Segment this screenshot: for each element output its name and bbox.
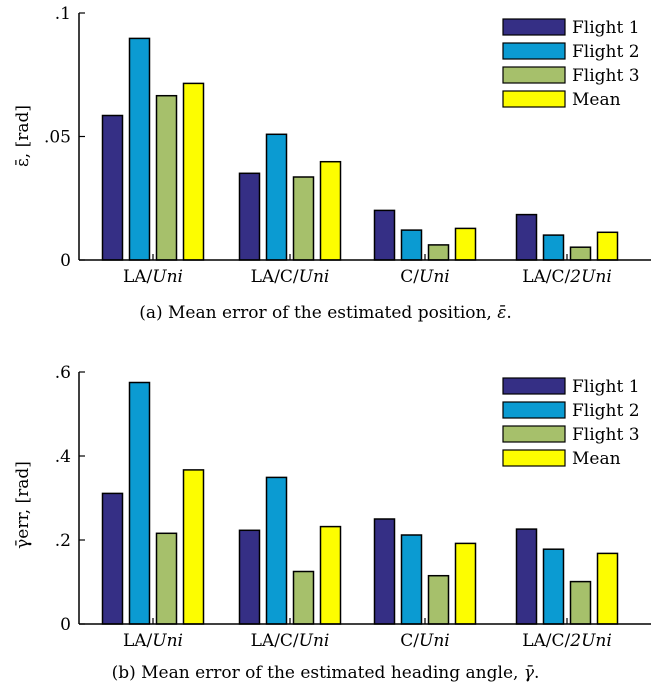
x-tick-label: C/Uni [400, 267, 449, 287]
legend-swatch [502, 90, 566, 108]
bar-flight-2-3 [542, 548, 565, 625]
x-tick-label: LA/C/2Uni [522, 267, 612, 287]
bar-flight-1-0 [101, 114, 124, 261]
x-tick-label: LA/C/Uni [251, 631, 330, 651]
position-error-bar-chart: 0 .05 .1 LA/Uni LA/C/Uni C/Uni LA/C/2Uni ε̄, [r… [13, 4, 651, 287]
caption-heading-error: (b) Mean error of the estimated heading … [111, 663, 540, 683]
bar-flight-2-2 [400, 229, 423, 261]
legend-label: Mean [572, 449, 621, 469]
bar-mean-1 [319, 525, 342, 625]
bar-flight-2-0 [128, 37, 151, 261]
y-tick-label: 0 [60, 615, 71, 635]
y-tick-label: .05 [44, 128, 71, 148]
heading-error-bar-chart: 0 .2 .4 .6 LA/Uni LA/C/Uni C/Uni LA/C/2Uni γ̄err… [13, 363, 651, 651]
legend-label: Flight 1 [572, 377, 640, 397]
legend-swatch [502, 377, 566, 395]
y-axis-label: γ̄err, [rad] [13, 461, 33, 549]
bar-mean-3 [596, 231, 619, 261]
x-tick-label: C/Uni [400, 631, 449, 651]
caption-text: (b) Mean error of the estimated heading … [111, 663, 524, 683]
bar-flight-3-2 [427, 574, 450, 625]
x-tick-label: LA/Uni [123, 267, 183, 287]
legend-swatch [502, 18, 566, 36]
bar-flight-3-1 [292, 176, 315, 261]
bar-flight-1-1 [238, 529, 261, 625]
y-tick-label: .1 [55, 4, 71, 24]
bar-mean-0 [182, 469, 205, 625]
bar-flight-1-1 [238, 172, 261, 261]
y-tick-label: .2 [55, 531, 71, 551]
y-axis-label: ε̄, [rad] [13, 105, 33, 167]
bar-flight-1-3 [515, 528, 538, 625]
bar-flight-3-0 [155, 94, 178, 261]
bar-mean-1 [319, 160, 342, 261]
x-tick-label: LA/C/Uni [251, 267, 330, 287]
legend-label: Flight 2 [572, 42, 640, 62]
legend-label: Mean [572, 90, 621, 110]
bar-flight-3-0 [155, 532, 178, 625]
caption-text: (a) Mean error of the estimated position… [139, 303, 498, 323]
x-tick-label: LA/Uni [123, 631, 183, 651]
legend-label: Flight 1 [572, 18, 640, 38]
bar-flight-1-2 [373, 518, 396, 625]
x-tick-label: LA/C/2Uni [522, 631, 612, 651]
legend-swatch [502, 42, 566, 60]
chart-panel-position-error: 0 .05 .1 LA/Uni LA/C/Uni C/Uni LA/C/2Uni ε̄, [r… [0, 0, 651, 340]
y-tick-label: .6 [55, 363, 71, 383]
caption-position-error: (a) Mean error of the estimated position… [139, 303, 512, 323]
legend-swatch [502, 425, 566, 443]
bar-flight-2-3 [542, 234, 565, 261]
bar-flight-1-0 [101, 492, 124, 625]
bar-flight-3-3 [569, 246, 592, 261]
bar-flight-3-2 [427, 244, 450, 261]
y-tick-label: 0 [60, 251, 71, 271]
chart-panel-heading-error: 0 .2 .4 .6 LA/Uni LA/C/Uni C/Uni LA/C/2Uni γ̄err… [0, 345, 651, 693]
bar-flight-3-3 [569, 580, 592, 625]
y-tick-label: .4 [55, 447, 71, 467]
legend-swatch [502, 401, 566, 419]
bar-flight-1-2 [373, 209, 396, 261]
bar-mean-0 [182, 82, 205, 261]
legend-label: Flight 3 [572, 66, 640, 86]
bar-flight-2-1 [265, 133, 288, 261]
bar-mean-2 [454, 227, 477, 261]
bar-flight-2-1 [265, 476, 288, 625]
caption-symbol: ε̄ [497, 303, 507, 323]
legend-swatch [502, 449, 566, 467]
bar-mean-2 [454, 542, 477, 625]
bar-flight-2-2 [400, 534, 423, 625]
bar-flight-3-1 [292, 570, 315, 625]
legend-label: Flight 3 [572, 425, 640, 445]
bar-mean-3 [596, 552, 619, 625]
bar-flight-2-0 [128, 381, 151, 625]
legend-swatch [502, 66, 566, 84]
legend-label: Flight 2 [572, 401, 640, 421]
bar-flight-1-3 [515, 213, 538, 261]
caption-symbol: γ̄ [523, 663, 534, 683]
